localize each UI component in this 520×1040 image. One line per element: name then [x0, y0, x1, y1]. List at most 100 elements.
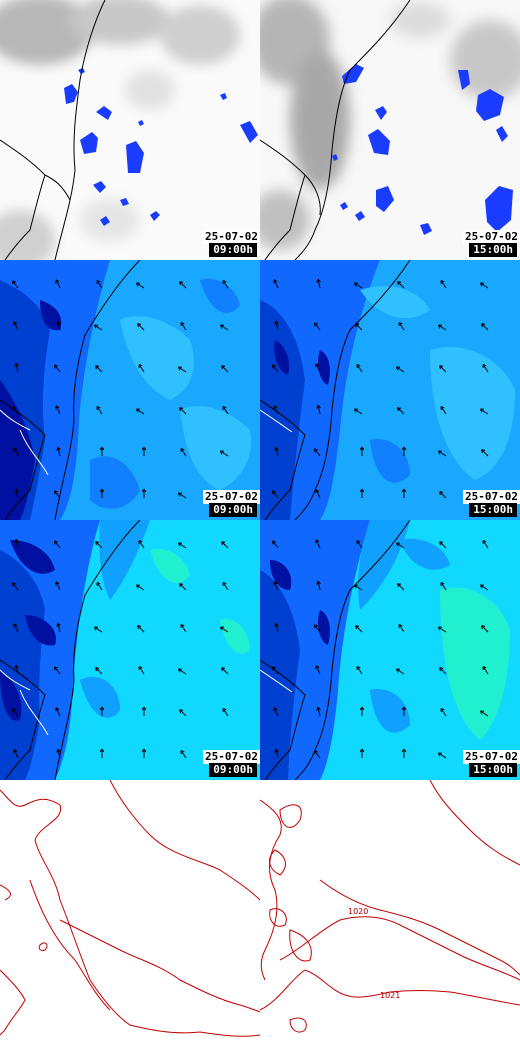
wind-arrow-icon [55, 581, 61, 591]
wind-arrow-icon [439, 491, 447, 499]
wind-arrow-icon [179, 583, 187, 591]
wind-arrow-icon [221, 365, 229, 373]
wind-arrow-icon [96, 581, 103, 591]
wind-arrow-icon [273, 279, 279, 289]
wind-arrow-icon [221, 667, 229, 675]
wind-arrow-icon [481, 323, 489, 331]
time-label: 09:00h [209, 503, 257, 517]
isobar-map: 1020 1021 [260, 780, 520, 1040]
wind-arrows [272, 539, 489, 759]
wind-arrow-icon [272, 540, 279, 549]
wind-arrow-icon [359, 706, 365, 716]
date-label: 25-07-02 [463, 750, 520, 764]
wind-arrow-icon [395, 668, 405, 675]
wind-arrow-icon [401, 446, 407, 456]
wind-arrow-icon [359, 488, 365, 498]
wind-arrow-icon [55, 279, 61, 289]
time-label: 15:00h [469, 763, 517, 777]
wind-arrow-icon [95, 365, 103, 373]
coastline-icon [260, 0, 411, 260]
wind-arrow-icon [440, 707, 447, 717]
wind-arrow-icon [397, 281, 405, 289]
wind-map [260, 260, 520, 520]
wind-arrow-icon [479, 408, 489, 415]
wind-arrow-icon [315, 489, 321, 499]
wind-arrow-icon [55, 405, 61, 415]
date-label: 25-07-02 [463, 490, 520, 504]
wind-arrow-icon [177, 366, 187, 373]
wind-arrow-icon [314, 624, 321, 633]
wind-arrow-icon [13, 321, 19, 331]
wind-arrow-icon [482, 539, 489, 549]
wind-arrow-icon [397, 407, 405, 415]
wind-arrow-icon [14, 538, 19, 549]
wind-arrow-icon [401, 706, 407, 716]
wind-arrow-icon [141, 488, 147, 498]
wind-arrow-icon [397, 583, 405, 591]
wind-arrow-icon [274, 622, 279, 633]
coastline-icon [0, 0, 106, 260]
date-label: 25-07-02 [203, 230, 260, 244]
wind-arrows [272, 278, 489, 499]
cloud-panel-1500: 25-07-02 15:00h [260, 0, 520, 260]
wind-arrow-icon [96, 279, 103, 289]
wind-arrow-icon [274, 446, 279, 457]
wind-arrow-icon [272, 490, 279, 499]
wind-arrow-icon [479, 584, 489, 591]
wind-arrow-icon [179, 407, 187, 415]
wind-arrow-icon [353, 408, 363, 415]
wind-arrow-icon [356, 665, 363, 675]
cloud-map [260, 0, 520, 260]
wind-arrow-icon [12, 708, 19, 717]
wind-arrow-icon [179, 709, 187, 717]
cloud-panel-0900: 25-07-02 09:00h [0, 0, 260, 260]
wind-arrow-icon [54, 364, 61, 373]
wind-arrow-icon [177, 668, 187, 675]
wind-arrow-icon [12, 582, 19, 591]
wind-arrow-icon [137, 323, 145, 331]
wind-arrow-icon [359, 446, 365, 456]
wind-arrow-icon [12, 406, 19, 415]
wind-arrow-icon [95, 541, 103, 549]
wind-arrow-icon [356, 363, 363, 373]
wind-arrow-icon [219, 324, 229, 331]
wind-arrow-icon [316, 278, 321, 289]
wind-arrow-icon [177, 492, 187, 499]
wind-map [0, 520, 260, 780]
wind-arrow-icon [12, 280, 19, 289]
wind-arrow-icon [99, 706, 105, 716]
date-label: 25-07-02 [463, 230, 520, 244]
date-label: 25-07-02 [203, 750, 260, 764]
wind-arrow-icon [14, 362, 19, 373]
wind-arrow-icon [353, 584, 363, 591]
wind-arrow-icon [137, 625, 145, 633]
wind-arrow-icon [54, 540, 61, 549]
wind-arrow-icon [135, 408, 145, 415]
wind-arrow-icon [272, 364, 279, 373]
wind-arrow-icon [141, 446, 147, 456]
wind-arrow-icon [353, 282, 363, 289]
wind-arrow-icon [356, 539, 363, 549]
wind-arrow-icon [99, 748, 105, 758]
wind-arrow-icon [395, 542, 405, 549]
wind-arrow-icon [14, 488, 19, 499]
wind-arrow-icon [314, 322, 321, 331]
wind-panel-high-1500: 25-07-02 15:00h [260, 520, 520, 780]
wind-arrow-icon [439, 667, 447, 675]
wind-arrow-icon [398, 321, 405, 331]
wind-panel-low-0900: 25-07-02 09:00h [0, 260, 260, 520]
wind-arrow-icon [93, 324, 103, 331]
isobar-map [0, 780, 260, 1040]
wind-arrow-icon [479, 282, 489, 289]
wind-map [0, 260, 260, 520]
wind-arrow-icon [314, 750, 321, 759]
wind-arrow-icon [315, 539, 321, 549]
wind-arrow-icon [274, 748, 279, 759]
coastline-icon [260, 260, 411, 520]
wind-arrow-icon [482, 665, 489, 675]
wind-arrow-icon [56, 320, 61, 331]
wind-arrow-icon [138, 539, 145, 549]
wind-arrow-icon [316, 580, 321, 591]
wind-arrow-icon [93, 626, 103, 633]
wind-arrow-icon [440, 279, 447, 289]
